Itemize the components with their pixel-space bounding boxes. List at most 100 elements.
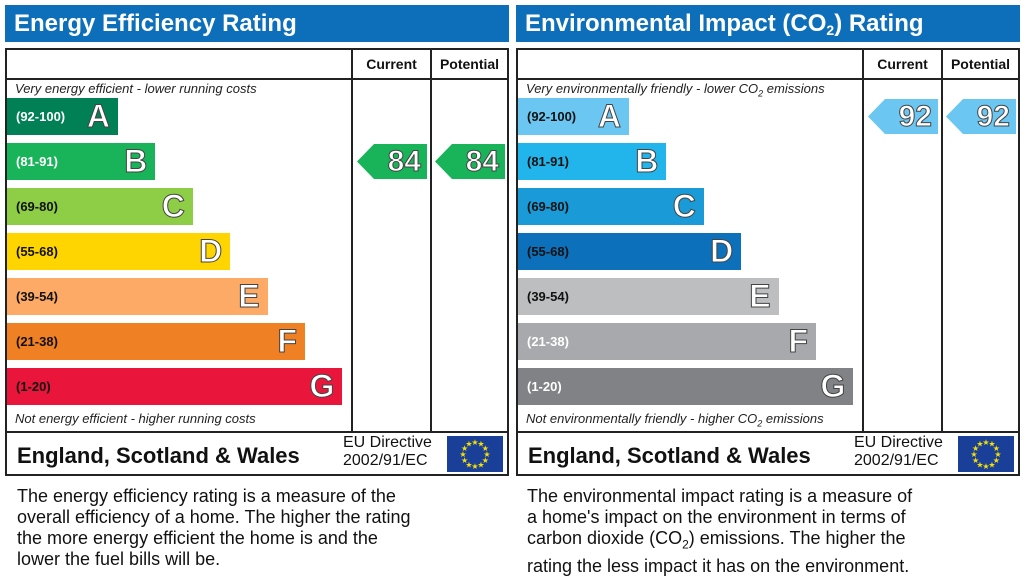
band-letter: A: [86, 98, 110, 135]
region-label: England, Scotland & Wales: [17, 443, 300, 468]
environmental-impact-panel: Environmental Impact (CO2) Rating Current…: [516, 0, 1020, 576]
band-range: (55-68): [16, 244, 58, 259]
eu-flag-icon: ★ ★ ★ ★ ★ ★ ★ ★ ★ ★ ★ ★: [958, 436, 1014, 477]
band-range: (39-54): [16, 289, 58, 304]
text-part: ) Rating: [834, 10, 924, 37]
band-letter: B: [635, 143, 659, 180]
svg-text:★: ★: [461, 444, 468, 453]
svg-text:★: ★: [477, 440, 484, 449]
svg-text:★: ★: [982, 462, 989, 471]
column-divider: [862, 50, 864, 433]
text-part: Energy Efficiency Rating: [14, 10, 297, 37]
band-range: (69-80): [527, 199, 569, 214]
directive-line: EU Directive: [343, 434, 432, 451]
current-rating-arrow: 92: [868, 99, 938, 134]
current-rating-value: 84: [387, 145, 421, 179]
band-f: (21-38) F: [518, 323, 816, 360]
svg-text:★: ★: [976, 460, 983, 469]
band-b: (81-91) B: [518, 143, 667, 180]
svg-text:★: ★: [465, 440, 472, 449]
band-letter: E: [238, 278, 260, 315]
band-g: (1-20) G: [7, 368, 343, 405]
arrow-shape: [946, 99, 1016, 134]
svg-text:★: ★: [972, 444, 979, 453]
text-part: Very energy efficient - lower running co…: [15, 81, 257, 96]
current-rating-arrow: 84: [357, 144, 427, 179]
potential-rating-arrow: 92: [946, 99, 1016, 134]
subscript: 2: [826, 22, 835, 38]
description-line: the more energy efficient the home is an…: [17, 528, 411, 549]
subscript: 2: [757, 418, 763, 429]
current-header: Current: [366, 56, 417, 72]
column-divider: [430, 50, 432, 433]
arrow-shape: [868, 99, 938, 134]
band-range: (92-100): [16, 109, 66, 124]
text-part: rating the less impact it has on the env…: [527, 555, 910, 576]
band-letter: D: [199, 233, 223, 270]
description-line: overall efficiency of a home. The higher…: [17, 507, 411, 528]
band-range: (81-91): [16, 154, 58, 169]
potential-rating-value: 92: [976, 100, 1010, 134]
eu-flag-icon: ★ ★ ★ ★ ★ ★ ★ ★ ★ ★ ★ ★: [447, 436, 503, 477]
panel-title: Environmental Impact (CO2) Rating: [516, 5, 1020, 42]
text-part: Not environmentally friendly - higher CO: [526, 411, 758, 426]
directive-line: 2002/91/EC: [343, 452, 428, 469]
description-line: The energy efficiency rating is a measur…: [17, 486, 411, 507]
band-range: (39-54): [527, 289, 569, 304]
band-range: (21-38): [16, 334, 58, 349]
band-range: (1-20): [527, 379, 562, 394]
band-letter: G: [309, 368, 335, 405]
band-letter: B: [124, 143, 148, 180]
band-d: (55-68) D: [7, 233, 231, 270]
arrow-shape: [357, 144, 427, 179]
potential-rating-value: 84: [465, 145, 499, 179]
region-label: England, Scotland & Wales: [528, 443, 811, 468]
arrow-shape: [435, 144, 505, 179]
svg-text:★: ★: [471, 462, 478, 471]
current-header: Current: [877, 56, 928, 72]
svg-text:★: ★: [993, 444, 1000, 453]
eu-directive: EU Directive 2002/91/EC: [854, 434, 943, 470]
svg-text:★: ★: [477, 460, 484, 469]
text-part: lower the fuel bills will be.: [17, 549, 221, 569]
description-line: carbon dioxide (CO2) emissions. The high…: [527, 528, 912, 556]
text-part: a home's impact on the environment in te…: [527, 507, 906, 527]
svg-text:★: ★: [976, 440, 983, 449]
svg-text:★: ★: [459, 450, 466, 459]
footer-divider: [518, 431, 1018, 433]
bottom-note: Not environmentally friendly - higher CO…: [526, 411, 824, 429]
description-line: a home's impact on the environment in te…: [527, 507, 912, 528]
potential-header: Potential: [439, 56, 500, 72]
directive-line: 2002/91/EC: [854, 452, 939, 469]
text-part: The environmental impact rating is a mea…: [527, 486, 913, 506]
top-note: Very environmentally friendly - lower CO…: [526, 81, 825, 99]
svg-text:★: ★: [465, 460, 472, 469]
band-range: (81-91): [527, 154, 569, 169]
text-part: the more energy efficient the home is an…: [17, 528, 378, 548]
text-part: emissions: [762, 411, 824, 426]
band-e: (39-54) E: [518, 278, 779, 315]
svg-text:★: ★: [988, 440, 995, 449]
subscript: 2: [758, 88, 764, 99]
band-c: (69-80) C: [518, 188, 704, 225]
band-letter: C: [161, 188, 185, 225]
svg-text:★: ★: [471, 438, 478, 447]
rating-chart: Current Potential Very environmentally fri…: [516, 48, 1020, 476]
band-g: (1-20) G: [518, 368, 854, 405]
svg-text:★: ★: [483, 450, 490, 459]
text-part: Environmental Impact (CO: [525, 10, 827, 37]
footer-divider: [7, 431, 507, 433]
top-note: Very energy efficient - lower running co…: [15, 81, 257, 96]
subscript: 2: [682, 537, 689, 552]
band-letter: D: [710, 233, 734, 270]
text-part: The energy efficiency rating is a measur…: [17, 486, 396, 506]
text-part: overall efficiency of a home. The higher…: [17, 507, 411, 527]
band-b: (81-91) B: [7, 143, 156, 180]
band-range: (92-100): [527, 109, 577, 124]
svg-text:★: ★: [994, 450, 1001, 459]
band-letter: C: [672, 188, 696, 225]
band-range: (69-80): [16, 199, 58, 214]
band-letter: F: [277, 323, 298, 360]
header-divider: [7, 78, 507, 80]
band-letter: G: [820, 368, 846, 405]
